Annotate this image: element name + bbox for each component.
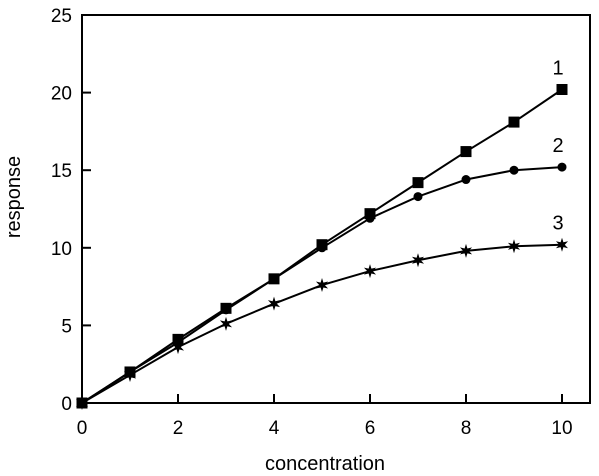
series-2: 2 bbox=[77, 135, 567, 408]
data-point bbox=[171, 340, 185, 355]
x-tick-label: 10 bbox=[551, 418, 572, 439]
data-point bbox=[507, 239, 521, 254]
data-point bbox=[365, 213, 375, 223]
y-axis: 0 5 10 15 20 25 bbox=[51, 6, 91, 415]
x-tick-label: 2 bbox=[173, 418, 184, 439]
series-3: 3 bbox=[75, 213, 569, 410]
data-point bbox=[75, 396, 89, 410]
data-point bbox=[509, 165, 519, 175]
data-point bbox=[461, 175, 471, 185]
data-point bbox=[555, 237, 569, 252]
data-point bbox=[267, 296, 281, 311]
x-tick-label: 0 bbox=[77, 418, 88, 439]
data-point bbox=[413, 192, 423, 202]
data-point bbox=[219, 316, 233, 331]
series-layer: 1 2 3 bbox=[75, 57, 569, 410]
x-axis-label: concentration bbox=[265, 453, 385, 475]
data-point bbox=[315, 278, 329, 293]
y-tick-label: 20 bbox=[51, 84, 72, 105]
y-tick-label: 10 bbox=[51, 239, 72, 260]
x-tick-label: 8 bbox=[461, 418, 472, 439]
data-point bbox=[508, 116, 520, 128]
y-tick-label: 0 bbox=[61, 394, 72, 415]
data-point bbox=[269, 274, 279, 284]
series-1: 1 bbox=[76, 57, 568, 409]
data-point bbox=[221, 305, 231, 315]
y-axis-label: response bbox=[3, 156, 25, 238]
x-tick-label: 6 bbox=[365, 418, 376, 439]
data-point bbox=[364, 208, 376, 220]
data-point bbox=[411, 253, 425, 268]
x-tick-label: 4 bbox=[269, 418, 280, 439]
data-point bbox=[556, 83, 568, 95]
data-point bbox=[363, 264, 377, 279]
data-point bbox=[459, 243, 473, 258]
y-tick-label: 25 bbox=[51, 6, 72, 27]
y-tick-label: 5 bbox=[61, 316, 72, 337]
data-point bbox=[123, 368, 137, 383]
data-point bbox=[557, 162, 567, 172]
plot-frame bbox=[81, 14, 591, 404]
series-label: 3 bbox=[552, 213, 563, 235]
series-label: 2 bbox=[552, 135, 563, 157]
y-tick-label: 15 bbox=[51, 161, 72, 182]
series-line bbox=[81, 243, 563, 404]
data-point bbox=[412, 177, 424, 189]
data-point bbox=[460, 146, 472, 158]
x-axis: 0 2 4 6 8 10 bbox=[77, 394, 573, 439]
series-label: 1 bbox=[552, 57, 563, 79]
data-point bbox=[317, 243, 327, 253]
